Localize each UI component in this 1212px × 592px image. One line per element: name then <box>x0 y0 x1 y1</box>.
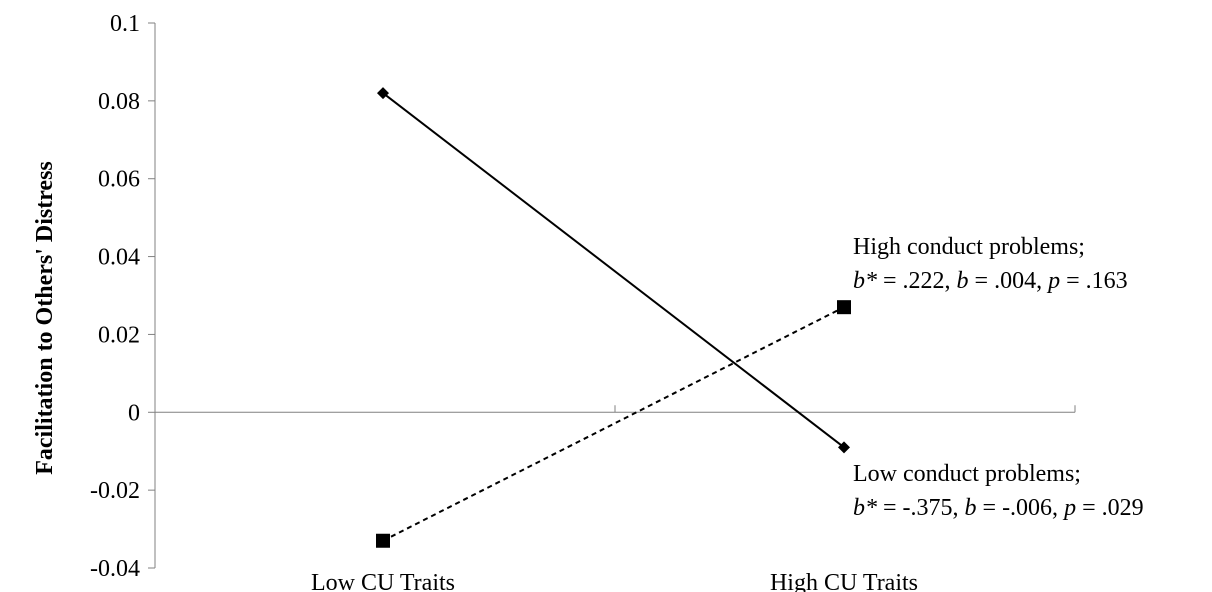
square-marker <box>376 533 390 548</box>
stat-value-bstar: = .222, <box>877 268 957 294</box>
x-category-label: High CU Traits <box>770 570 918 592</box>
stat-label-p: p <box>1062 495 1076 521</box>
annotation-title: High conduct problems <box>853 234 1078 260</box>
y-tick-label: -0.02 <box>90 478 140 504</box>
annotation-title: Low conduct problems <box>853 461 1074 487</box>
stat-value-p: = .029 <box>1076 495 1144 521</box>
y-axis: 0.1 0.08 0.06 0.04 0.02 0 -0.02 -0.04 <box>90 11 156 582</box>
y-tick-label: 0.1 <box>110 11 140 37</box>
stat-label-b: b <box>965 495 977 521</box>
y-axis-title: Facilitation to Others' Distress <box>32 161 58 475</box>
y-tick-label: 0 <box>128 400 140 426</box>
series-line <box>382 92 845 449</box>
y-tick-label: 0.04 <box>98 245 140 271</box>
stat-value-b: = .004, <box>969 268 1049 294</box>
x-axis: Low CU Traits High CU Traits <box>155 405 1076 592</box>
svg-text:b* = -.375, b = -.006, p = .02: b* = -.375, b = -.006, p = .029 <box>853 495 1144 521</box>
annotation-title-suffix: ; <box>1078 234 1085 260</box>
y-tick-label: -0.04 <box>90 556 140 582</box>
y-tick-label: 0.02 <box>98 322 140 348</box>
stat-value-bstar: = -.375, <box>877 495 965 521</box>
stat-value-b: = -.006, <box>977 495 1065 521</box>
stat-label-bstar: b* <box>853 268 877 294</box>
y-tick-label: 0.06 <box>98 167 140 193</box>
square-marker <box>837 300 851 315</box>
annotation-high-conduct: High conduct problems; b* = .222, b = .0… <box>853 234 1128 294</box>
stat-label-bstar: b* <box>853 495 877 521</box>
x-category-label: Low CU Traits <box>311 570 455 592</box>
diamond-marker <box>377 87 389 100</box>
stat-label-b: b <box>957 268 969 294</box>
svg-text:b* = .222, b = .004, p = .163: b* = .222, b = .004, p = .163 <box>853 268 1128 294</box>
series-high-conduct <box>376 300 851 548</box>
stat-label-p: p <box>1046 268 1060 294</box>
stat-value-p: = .163 <box>1060 268 1128 294</box>
svg-text:Low conduct problems;: Low conduct problems; <box>853 461 1081 487</box>
series-layer <box>376 87 851 548</box>
annotation-title-suffix: ; <box>1074 461 1081 487</box>
svg-text:High conduct problems;: High conduct problems; <box>853 234 1085 260</box>
diamond-marker <box>838 441 850 454</box>
y-tick-label: 0.08 <box>98 89 140 115</box>
annotation-low-conduct: Low conduct problems; b* = -.375, b = -.… <box>853 461 1144 521</box>
series-low-conduct <box>377 87 850 454</box>
series-line <box>382 306 845 542</box>
